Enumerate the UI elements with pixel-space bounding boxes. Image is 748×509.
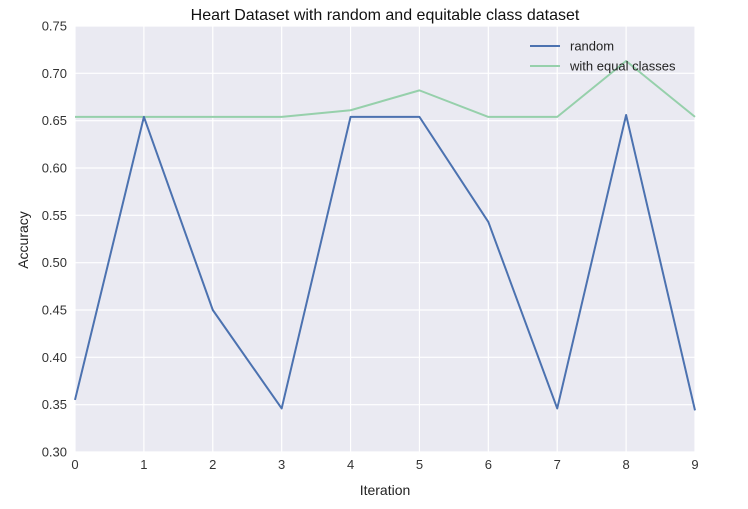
x-tick-label: 9 <box>691 457 698 472</box>
y-tick-label: 0.70 <box>42 66 67 81</box>
x-tick-label: 4 <box>347 457 354 472</box>
x-tick-label: 6 <box>485 457 492 472</box>
x-tick-label: 8 <box>622 457 629 472</box>
series-line-with-equal-classes <box>75 60 696 118</box>
x-tick-labels: 0 1 2 3 4 5 6 7 8 9 <box>71 457 698 472</box>
x-tick-label: 0 <box>71 457 78 472</box>
series-lines <box>74 60 696 411</box>
x-tick-label: 3 <box>278 457 285 472</box>
x-tick-label: 7 <box>554 457 561 472</box>
gridlines <box>74 25 696 453</box>
x-tick-label: 1 <box>140 457 147 472</box>
y-tick-label: 0.35 <box>42 397 67 412</box>
legend-label: random <box>570 39 614 54</box>
y-tick-label: 0.60 <box>42 161 67 176</box>
legend: random with equal classes <box>530 39 676 74</box>
y-tick-label: 0.40 <box>42 350 67 365</box>
y-tick-label: 0.55 <box>42 208 67 223</box>
x-axis-label: Iteration <box>360 482 411 498</box>
y-axis-label: Accuracy <box>15 211 31 269</box>
y-tick-label: 0.45 <box>42 303 67 318</box>
y-tick-label: 0.50 <box>42 255 67 270</box>
legend-label: with equal classes <box>569 59 676 74</box>
y-tick-label: 0.30 <box>42 445 67 460</box>
chart-title: Heart Dataset with random and equitable … <box>191 7 580 24</box>
y-tick-label: 0.65 <box>42 113 67 128</box>
y-tick-labels: 0.30 0.35 0.40 0.45 0.50 0.55 0.60 0.65 0.70 0.75 <box>42 19 67 460</box>
x-tick-label: 5 <box>416 457 423 472</box>
plot-area <box>75 26 695 452</box>
series-line-random <box>74 113 696 411</box>
y-tick-label: 0.75 <box>42 19 67 34</box>
x-tick-label: 2 <box>209 457 216 472</box>
